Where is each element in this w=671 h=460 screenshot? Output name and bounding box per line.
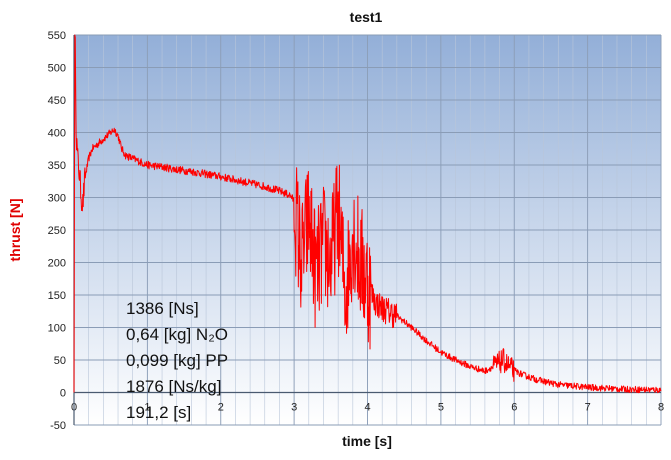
y-axis-label: thrust [N] <box>7 199 23 262</box>
x-tick-label: 2 <box>218 402 224 414</box>
x-tick-label: 4 <box>364 402 370 414</box>
thrust-series-line <box>73 34 662 394</box>
annotations: 1386 [Ns] 0,64 [kg] N₂O 0,099 [kg] PP 1876 … <box>126 299 228 422</box>
y-tick-label: 450 <box>48 95 66 107</box>
y-tick-label: 50 <box>54 355 66 367</box>
x-tick-label: 7 <box>585 402 591 414</box>
chart-title: test1 <box>350 9 383 25</box>
y-tick-label: 100 <box>48 323 66 335</box>
y-tick-label: 500 <box>48 63 66 75</box>
y-tick-label: -50 <box>50 420 66 432</box>
y-tick-label: 400 <box>48 128 66 140</box>
x-tick-label: 1 <box>144 402 150 414</box>
grid-lines <box>73 34 662 426</box>
x-tick-label: 8 <box>658 402 664 414</box>
y-axis-ticks: -50 0 50 100 150 200 250 300 350 400 450 500 550 <box>48 30 66 432</box>
annotation-line: 191,2 [s] <box>126 403 191 422</box>
annotation-line: 0,64 [kg] N₂O <box>126 325 228 344</box>
annotation-line: 1386 [Ns] <box>126 299 199 318</box>
x-tick-label: 5 <box>438 402 444 414</box>
y-tick-label: 150 <box>48 290 66 302</box>
annotation-line: 0,099 [kg] PP <box>126 351 228 370</box>
annotation-line: 1876 [Ns/kg] <box>126 377 221 396</box>
x-tick-label: 6 <box>511 402 517 414</box>
y-tick-label: 250 <box>48 225 66 237</box>
y-tick-label: 0 <box>60 388 66 400</box>
y-tick-label: 550 <box>48 30 66 42</box>
y-tick-label: 350 <box>48 160 66 172</box>
x-axis-label: time [s] <box>342 433 392 449</box>
y-tick-label: 300 <box>48 193 66 205</box>
y-tick-label: 200 <box>48 258 66 270</box>
series-layer <box>73 34 662 394</box>
x-tick-label: 3 <box>291 402 297 414</box>
